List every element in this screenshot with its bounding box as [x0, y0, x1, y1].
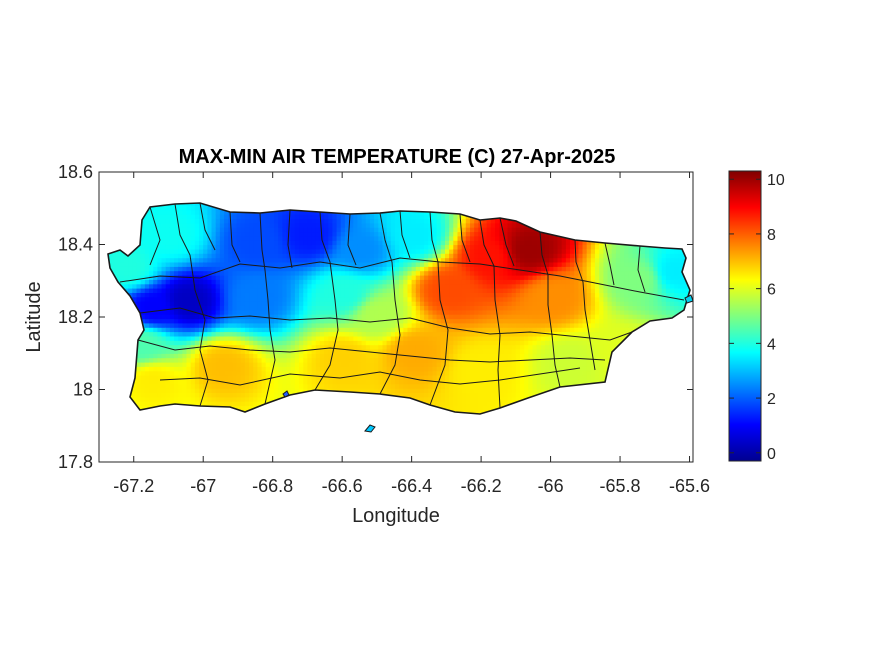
x-tick-label: -66 [538, 476, 564, 496]
colorbar-tick-label: 2 [767, 391, 776, 408]
x-tick-label: -66.6 [322, 476, 363, 496]
y-tick-label: 18 [73, 380, 93, 400]
y-tick-label: 17.8 [58, 452, 93, 472]
colorbar-tick-label: 8 [767, 227, 776, 244]
x-tick-label: -67.2 [113, 476, 154, 496]
x-tick-label: -66.2 [461, 476, 502, 496]
y-tick-label: 18.6 [58, 162, 93, 182]
chart-title: MAX-MIN AIR TEMPERATURE (C) 27-Apr-2025 [179, 146, 616, 168]
colorbar-ticks: 0 2 4 6 8 10 [729, 172, 785, 463]
small-islands [282, 294, 694, 433]
y-tick-label: 18.2 [58, 307, 93, 327]
x-tick-label: -65.8 [600, 476, 641, 496]
colorbar [728, 170, 762, 462]
colorbar-tick-label: 6 [767, 282, 776, 299]
colorbar-tick-label: 4 [767, 336, 776, 353]
east-islets [684, 294, 694, 304]
x-tick-label: -67 [190, 476, 216, 496]
y-axis-label: Latitude [23, 281, 45, 352]
x-tick-label: -66.4 [391, 476, 432, 496]
x-axis: -67.2 -67 -66.8 -66.6 -66.4 -66.2 -66 -65.8 -65.… [113, 172, 710, 496]
x-tick-label: -65.6 [669, 476, 710, 496]
x-axis-label: Longitude [352, 505, 440, 527]
coastline [107, 202, 691, 415]
y-tick-label: 18.4 [58, 235, 93, 255]
caja-de-muertos-island [364, 424, 376, 433]
y-axis: 17.8 18 18.2 18.4 18.6 [58, 162, 693, 472]
x-tick-label: -66.8 [252, 476, 293, 496]
municipality-borders [119, 203, 685, 409]
desecheo-islet [282, 390, 290, 398]
colorbar-tick-label: 0 [767, 446, 776, 463]
temperature-field [108, 203, 690, 414]
colorbar-tick-label: 10 [767, 172, 785, 189]
